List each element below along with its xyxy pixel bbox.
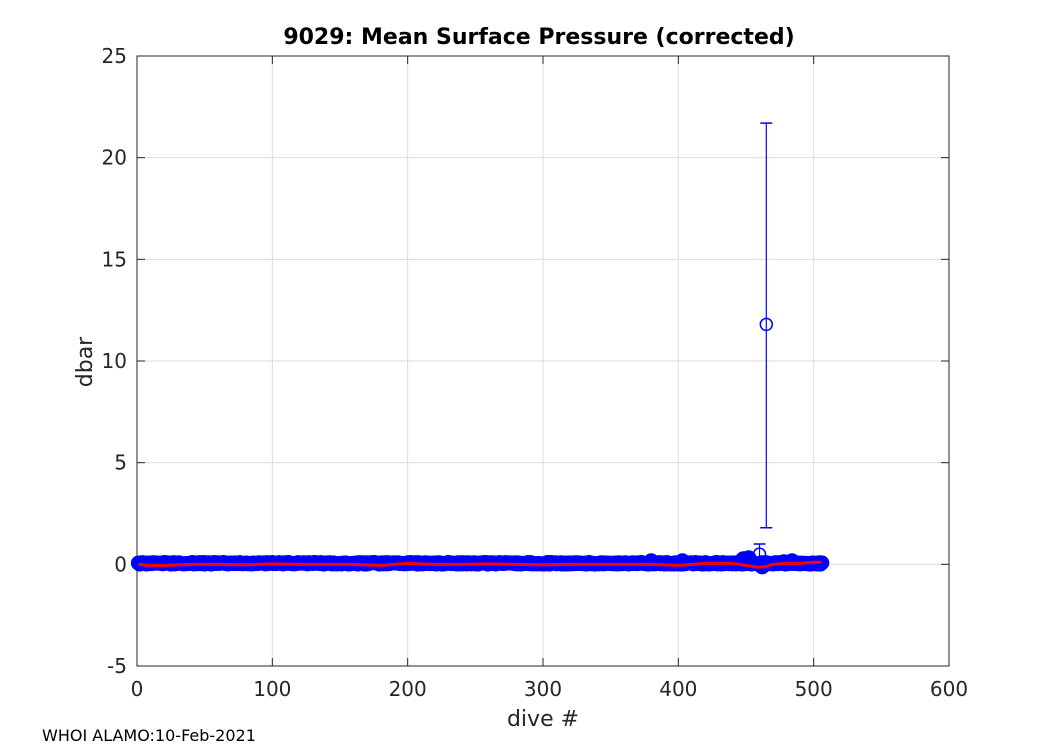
y-tick-label: 15 xyxy=(102,247,127,271)
data-point xyxy=(784,553,801,570)
y-tick-label: 5 xyxy=(114,451,127,475)
x-tick-label: 400 xyxy=(659,677,697,701)
data-point xyxy=(643,553,660,570)
errorbar-point xyxy=(752,547,767,561)
y-tick-label: 0 xyxy=(114,552,127,576)
y-tick-label: 10 xyxy=(102,349,127,373)
y-tick-label: -5 xyxy=(107,654,127,678)
x-tick-label: 0 xyxy=(131,677,144,701)
x-tick-label: 100 xyxy=(253,677,291,701)
y-axis-label: dbar xyxy=(73,336,98,387)
error-bars xyxy=(752,122,774,566)
trend-line xyxy=(138,560,822,569)
x-tick-label: 600 xyxy=(930,677,968,701)
x-axis-label: dive # xyxy=(507,707,579,732)
x-tick-label: 500 xyxy=(795,677,833,701)
footer-timestamp: WHOI ALAMO:10-Feb-2021 xyxy=(42,726,256,745)
errorbar-point xyxy=(759,317,774,332)
x-tick-label: 300 xyxy=(524,677,562,701)
x-tick-label: 200 xyxy=(389,677,427,701)
trend-line-group xyxy=(138,560,822,569)
y-tick-label: 25 xyxy=(102,44,127,68)
y-tick-label: 20 xyxy=(102,146,127,170)
chart-title: 9029: Mean Surface Pressure (corrected) xyxy=(283,25,794,50)
